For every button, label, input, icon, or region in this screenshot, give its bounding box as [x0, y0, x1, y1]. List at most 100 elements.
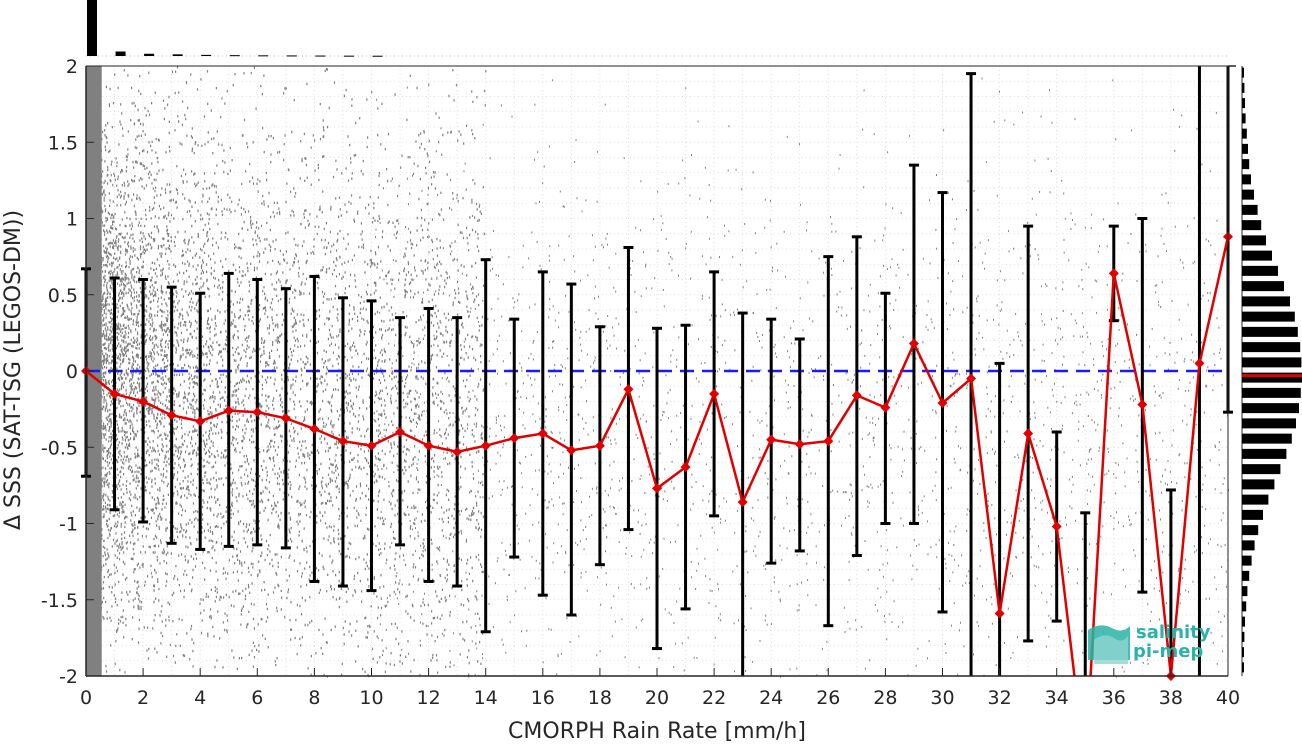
mean-marker [395, 427, 406, 437]
top-hist-bar [372, 55, 383, 57]
mean-marker [509, 433, 520, 444]
right-hist-bar [1242, 372, 1302, 383]
x-tick-label: 30 [930, 687, 954, 709]
mean-marker [280, 413, 291, 424]
right-hist-bar [1242, 555, 1252, 566]
mean-marker [1194, 358, 1205, 369]
right-hist-bar [1242, 662, 1244, 673]
mean-marker [680, 462, 691, 473]
y-tick-label: -0.5 [41, 437, 78, 459]
top-hist-bar [201, 54, 212, 56]
right-hist-bar [1242, 82, 1245, 93]
x-tick-label: 36 [1102, 687, 1126, 709]
mean-marker [1137, 399, 1148, 410]
logo-line1: salinity [1136, 622, 1211, 643]
right-hist-bar [1242, 296, 1290, 307]
top-hist-bar [286, 55, 297, 57]
mean-marker [109, 388, 120, 399]
right-hist-bar [1242, 387, 1301, 398]
mean-marker [794, 439, 805, 450]
mean-marker [1108, 268, 1119, 279]
top-hist-bar [87, 0, 97, 56]
mean-marker [1023, 428, 1034, 439]
top-hist-bar [315, 55, 326, 57]
right-histogram [1228, 65, 1302, 676]
x-tick-label: 38 [1159, 687, 1183, 709]
y-tick-label: 0 [66, 361, 78, 383]
right-hist-bar [1242, 448, 1287, 459]
logo-line2: pi-mep [1133, 641, 1203, 662]
right-hist-bar [1242, 616, 1245, 627]
mean-marker [337, 436, 348, 447]
right-hist-bar [1242, 570, 1250, 581]
mean-marker [537, 428, 548, 439]
mean-marker [594, 440, 605, 451]
mean-marker [823, 436, 834, 447]
right-hist-bar [1242, 204, 1258, 215]
right-hist-bar [1242, 494, 1269, 505]
x-tick-label: 8 [308, 687, 320, 709]
right-hist-bar [1242, 250, 1272, 261]
mean-marker [223, 405, 234, 416]
mean-series [81, 231, 1233, 681]
mean-marker [966, 373, 977, 384]
mean-marker [480, 440, 491, 451]
right-hist-bar [1242, 235, 1266, 246]
x-tick-label: 34 [1045, 687, 1069, 709]
x-tick-label: 20 [645, 687, 669, 709]
top-hist-bar [343, 55, 354, 57]
top-histogram [86, 0, 1228, 57]
y-tick-label: 1.5 [48, 132, 78, 154]
right-hist-bar [1242, 357, 1302, 368]
axes: 0 2 4 6 8 10 12 14 16 18 20 22 24 26 28 30 32 34 36 38 40-2-… [41, 56, 1240, 709]
right-hist-bar [1242, 540, 1255, 551]
right-hist-bar [1242, 220, 1262, 231]
x-tick-label: 32 [988, 687, 1012, 709]
right-hist-bar [1242, 433, 1292, 444]
right-hist-bar [1242, 326, 1298, 337]
right-hist-bar [1242, 174, 1251, 185]
right-hist-bar [1242, 525, 1259, 536]
right-hist-bar [1242, 479, 1275, 490]
x-tick-label: 18 [588, 687, 612, 709]
y-tick-label: 1 [66, 209, 78, 231]
x-tick-label: 0 [80, 687, 92, 709]
y-tick-label: 0.5 [48, 285, 78, 307]
x-tick-label: 26 [816, 687, 840, 709]
mean-marker [880, 402, 891, 413]
mean-marker [309, 423, 320, 434]
right-hist-bar [1242, 67, 1244, 78]
mean-marker [195, 416, 206, 427]
x-tick-label: 28 [873, 687, 897, 709]
x-tick-label: 10 [359, 687, 383, 709]
y-tick-label: -1.5 [41, 590, 78, 612]
mean-marker [566, 445, 577, 456]
right-hist-bar [1242, 631, 1245, 642]
y-axis-title: Δ SSS (SAT-TSG (LEGOS-DM)) [1, 210, 26, 530]
x-tick-label: 6 [251, 687, 263, 709]
right-hist-bar [1242, 189, 1254, 200]
mean-marker [652, 483, 662, 494]
mean-marker [1051, 521, 1062, 532]
x-tick-label: 40 [1216, 687, 1240, 709]
right-hist-bar [1242, 647, 1244, 658]
x-tick-label: 24 [759, 687, 783, 709]
mean-marker [937, 398, 948, 409]
mean-marker [623, 384, 634, 395]
right-hist-bar [1242, 464, 1281, 475]
right-hist-bar [1242, 342, 1301, 353]
top-hist-bar [115, 51, 126, 56]
mean-marker [709, 388, 720, 399]
x-tick-label: 4 [194, 687, 206, 709]
x-tick-label: 12 [417, 687, 441, 709]
right-hist-bar [1242, 509, 1263, 520]
right-hist-bar [1242, 601, 1247, 612]
mean-marker [994, 608, 1005, 619]
mean-marker [252, 407, 263, 418]
salinity-pimep-logo: salinity pi-mep [1088, 622, 1211, 664]
mean-marker [366, 440, 377, 451]
mean-marker [166, 410, 177, 421]
top-hist-bar [229, 55, 240, 57]
right-hist-bar [1242, 143, 1248, 154]
mean-marker [766, 434, 777, 445]
